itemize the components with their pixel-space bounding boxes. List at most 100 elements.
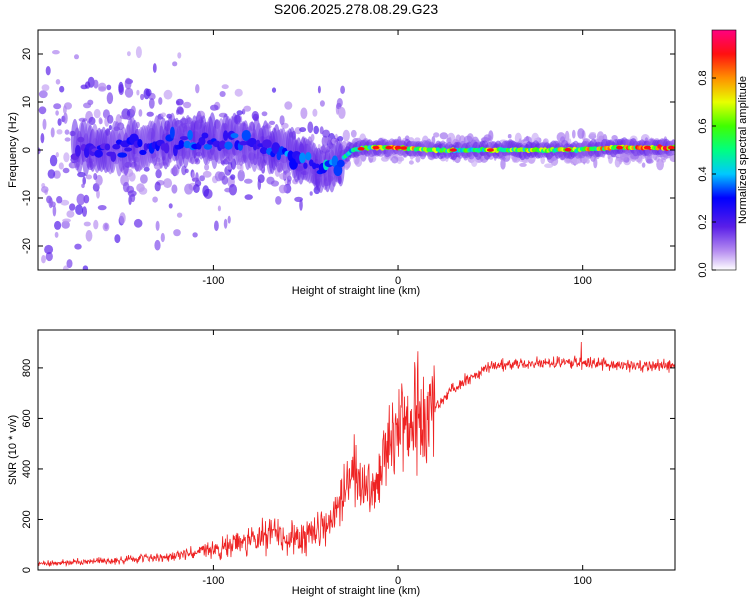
spectrogram-noise-blob	[168, 203, 173, 209]
spectrogram-noise-blob	[608, 155, 613, 164]
colorbar-gradient	[712, 30, 736, 270]
spectrogram-noise-blob	[244, 178, 253, 184]
spectrogram-noise-blob	[175, 98, 184, 106]
spectrogram-noise-blob	[138, 187, 148, 195]
spectrogram-noise-blob	[184, 183, 194, 195]
spectrogram-noise-blob	[49, 154, 58, 167]
spectrogram-noise-blob	[342, 129, 350, 142]
spectrogram-noise-blob	[228, 184, 237, 196]
spectrogram-ridge-blob	[112, 143, 121, 150]
spectrogram-ridge-blob	[203, 143, 213, 150]
spectrogram-noise-blob	[244, 194, 253, 200]
spectrogram-noise-blob	[85, 174, 92, 180]
spectrogram-ytick-label: -20	[21, 238, 33, 254]
spectrogram-ytick-label: 0	[21, 147, 33, 153]
spectrogram-noise-blob	[88, 116, 96, 126]
spectrogram-noise-blob	[55, 79, 61, 85]
spectrogram-peak	[372, 145, 380, 150]
spectrogram-noise-blob	[140, 174, 148, 184]
spectrogram-noise-blob	[455, 134, 462, 144]
spectrogram-noise-blob	[41, 84, 50, 92]
spectrogram-noise-blob	[243, 105, 251, 112]
figure-title: S206.2025.278.08.29.G23	[274, 1, 438, 17]
spectrogram-xtick-label: -100	[202, 275, 224, 287]
spectrogram-noise-blob	[56, 170, 61, 178]
spectrogram-noise-blob	[119, 114, 129, 120]
spectrogram-noise-blob	[614, 157, 621, 168]
spectrogram-noise-blob	[127, 190, 137, 197]
colorbar-ticks: 0.0 0.2 0.4 0.6 0.8	[697, 70, 716, 278]
spectrogram-peak	[667, 145, 675, 150]
spectrogram-noise-blob	[96, 285, 99, 291]
spectrogram-noise-blob	[63, 152, 70, 163]
colorbar-frame	[711, 29, 737, 271]
spectrogram-peak	[400, 146, 408, 150]
spectrogram-noise-blob	[93, 108, 101, 119]
spectrogram-noise-blob	[507, 134, 512, 139]
spectrogram-noise-blob	[114, 234, 121, 244]
spectrogram-noise-blob	[59, 85, 65, 93]
colorbar-tick-label: 0.6	[697, 118, 709, 133]
snr-xlabel: Height of straight line (km)	[292, 585, 420, 597]
spectrogram-noise-blob	[319, 126, 324, 135]
spectrogram-noise-blob	[41, 255, 46, 264]
spectrogram-noise-blob	[322, 129, 330, 138]
snr-ytick-label: 800	[21, 359, 33, 377]
spectrogram-noise-blob	[95, 174, 103, 186]
spectrogram-xlabel: Height of straight line (km)	[292, 285, 420, 297]
spectrogram-noise-blob	[214, 220, 219, 232]
spectrogram-noise-blob	[69, 203, 76, 211]
spectrogram-peak	[385, 145, 393, 150]
spectrogram-ridge-blob	[241, 130, 251, 141]
spectrogram-noise-blob	[415, 155, 421, 163]
spectrogram-noise-blob	[593, 157, 598, 169]
spectrogram-noise-blob	[97, 205, 107, 211]
spectrogram-noise-blob	[154, 181, 161, 192]
spectrogram-noise-blob	[101, 22, 104, 26]
spectrogram-noise-blob	[227, 215, 231, 224]
spectrogram-noise-blob	[146, 111, 154, 117]
spectrogram-noise-blob	[82, 176, 86, 185]
spectrogram-noise-blob	[287, 179, 291, 186]
spectrogram-noise-blob	[76, 193, 86, 206]
spectrogram-noise-blob	[106, 84, 112, 91]
spectrogram-peak	[486, 148, 494, 152]
spectrogram-ridge-blob	[170, 126, 175, 139]
spectrogram-noise-blob	[45, 251, 53, 262]
spectrogram-peak	[564, 148, 572, 152]
spectrogram-noise-blob	[275, 196, 282, 205]
spectrogram-noise-blob	[75, 204, 84, 215]
spectrogram-noise-blob	[158, 97, 163, 105]
spectrogram-noise-blob	[136, 89, 140, 96]
spectrogram-noise-blob	[257, 178, 262, 191]
spectrogram-noise-blob	[99, 118, 103, 125]
spectrogram-ridge-blob	[223, 130, 229, 141]
spectrogram-noise-blob	[57, 118, 62, 126]
spectrogram-noise-blob	[656, 158, 664, 171]
spectrogram-noise-blob	[340, 85, 345, 95]
spectrogram-ridge-blob	[224, 141, 233, 150]
spectrogram-noise-blob	[38, 147, 41, 155]
spectrogram-noise-blob	[96, 189, 100, 199]
spectrogram-noise-blob	[126, 51, 131, 57]
spectrogram-noise-blob	[408, 160, 414, 165]
spectrogram-noise-blob	[118, 84, 124, 96]
spectrogram-noise-blob	[98, 86, 107, 92]
spectrogram-noise-blob	[66, 259, 73, 269]
spectrogram-noise-blob	[47, 169, 56, 179]
spectrogram-noise-blob	[488, 130, 494, 142]
spectrogram-noise-blob	[148, 98, 155, 109]
spectrogram-noise-blob	[193, 184, 200, 193]
spectrogram-ridge-blob	[198, 136, 206, 146]
snr-ytick-label: 200	[21, 510, 33, 528]
spectrogram-ridge-blob	[179, 136, 189, 141]
spectrogram-noise-blob	[284, 101, 293, 110]
spectrogram-noise-blob	[135, 46, 142, 59]
spectrogram-ridge-blob	[163, 142, 170, 154]
spectrogram-noise-blob	[93, 173, 98, 180]
colorbar: 0.0 0.2 0.4 0.6 0.8 Normalized spectral ampl…	[697, 29, 749, 278]
spectrogram-noise-blob	[82, 265, 89, 270]
spectrogram-noise-blob	[210, 104, 219, 111]
spectrogram-noise-blob	[56, 196, 63, 204]
